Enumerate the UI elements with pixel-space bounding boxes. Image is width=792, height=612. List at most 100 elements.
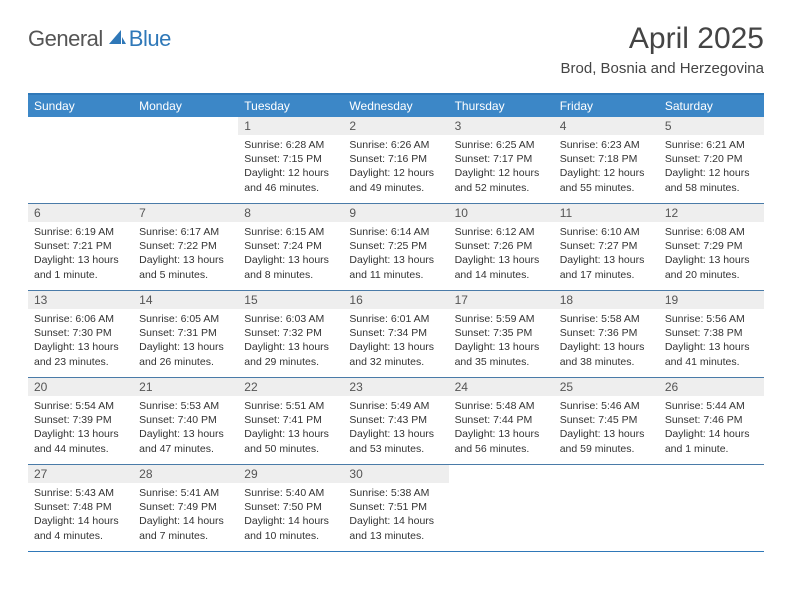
day-details: Sunrise: 6:23 AMSunset: 7:18 PMDaylight:…	[554, 135, 659, 199]
calendar-cell: 18Sunrise: 5:58 AMSunset: 7:36 PMDayligh…	[554, 291, 659, 377]
day-header: Saturday	[659, 95, 764, 117]
day-number: 6	[28, 204, 133, 222]
logo: General Blue	[28, 26, 171, 52]
day-details: Sunrise: 5:43 AMSunset: 7:48 PMDaylight:…	[28, 483, 133, 547]
day-details: Sunrise: 6:26 AMSunset: 7:16 PMDaylight:…	[343, 135, 448, 199]
day-details: Sunrise: 5:54 AMSunset: 7:39 PMDaylight:…	[28, 396, 133, 460]
day-details: Sunrise: 5:56 AMSunset: 7:38 PMDaylight:…	[659, 309, 764, 373]
calendar-cell: 5Sunrise: 6:21 AMSunset: 7:20 PMDaylight…	[659, 117, 764, 203]
calendar-cell: ..	[28, 117, 133, 203]
calendar-cell: 10Sunrise: 6:12 AMSunset: 7:26 PMDayligh…	[449, 204, 554, 290]
calendar-page: General Blue April 2025 Brod, Bosnia and…	[0, 0, 792, 572]
day-details: Sunrise: 5:51 AMSunset: 7:41 PMDaylight:…	[238, 396, 343, 460]
day-number: 18	[554, 291, 659, 309]
day-details: Sunrise: 6:19 AMSunset: 7:21 PMDaylight:…	[28, 222, 133, 286]
day-details: Sunrise: 5:58 AMSunset: 7:36 PMDaylight:…	[554, 309, 659, 373]
day-details: Sunrise: 5:48 AMSunset: 7:44 PMDaylight:…	[449, 396, 554, 460]
day-number: 14	[133, 291, 238, 309]
day-number: 7	[133, 204, 238, 222]
day-details: Sunrise: 6:21 AMSunset: 7:20 PMDaylight:…	[659, 135, 764, 199]
day-details: Sunrise: 6:06 AMSunset: 7:30 PMDaylight:…	[28, 309, 133, 373]
calendar-cell: 30Sunrise: 5:38 AMSunset: 7:51 PMDayligh…	[343, 465, 448, 551]
day-number: 11	[554, 204, 659, 222]
calendar-cell: 1Sunrise: 6:28 AMSunset: 7:15 PMDaylight…	[238, 117, 343, 203]
calendar-cell: ..	[554, 465, 659, 551]
calendar-cell: 26Sunrise: 5:44 AMSunset: 7:46 PMDayligh…	[659, 378, 764, 464]
day-details: Sunrise: 6:10 AMSunset: 7:27 PMDaylight:…	[554, 222, 659, 286]
day-details: Sunrise: 6:12 AMSunset: 7:26 PMDaylight:…	[449, 222, 554, 286]
day-header: Wednesday	[343, 95, 448, 117]
day-header: Tuesday	[238, 95, 343, 117]
day-number: 17	[449, 291, 554, 309]
day-details: Sunrise: 5:40 AMSunset: 7:50 PMDaylight:…	[238, 483, 343, 547]
day-number: 4	[554, 117, 659, 135]
day-number: 22	[238, 378, 343, 396]
logo-text-blue: Blue	[129, 26, 171, 52]
day-header-row: SundayMondayTuesdayWednesdayThursdayFrid…	[28, 95, 764, 117]
calendar-cell: 27Sunrise: 5:43 AMSunset: 7:48 PMDayligh…	[28, 465, 133, 551]
page-header: General Blue April 2025 Brod, Bosnia and…	[28, 22, 764, 77]
day-number: 30	[343, 465, 448, 483]
calendar-cell: 17Sunrise: 5:59 AMSunset: 7:35 PMDayligh…	[449, 291, 554, 377]
day-number: 5	[659, 117, 764, 135]
logo-text-general: General	[28, 26, 103, 52]
calendar-cell: 21Sunrise: 5:53 AMSunset: 7:40 PMDayligh…	[133, 378, 238, 464]
title-block: April 2025 Brod, Bosnia and Herzegovina	[561, 22, 764, 77]
day-header: Sunday	[28, 95, 133, 117]
calendar-cell: ..	[659, 465, 764, 551]
day-number: 20	[28, 378, 133, 396]
week-row: 27Sunrise: 5:43 AMSunset: 7:48 PMDayligh…	[28, 465, 764, 552]
day-details: Sunrise: 6:25 AMSunset: 7:17 PMDaylight:…	[449, 135, 554, 199]
calendar-cell: 11Sunrise: 6:10 AMSunset: 7:27 PMDayligh…	[554, 204, 659, 290]
calendar-cell: 3Sunrise: 6:25 AMSunset: 7:17 PMDaylight…	[449, 117, 554, 203]
day-number: 23	[343, 378, 448, 396]
calendar-cell: 19Sunrise: 5:56 AMSunset: 7:38 PMDayligh…	[659, 291, 764, 377]
calendar-cell: 12Sunrise: 6:08 AMSunset: 7:29 PMDayligh…	[659, 204, 764, 290]
day-details: Sunrise: 6:28 AMSunset: 7:15 PMDaylight:…	[238, 135, 343, 199]
day-details: Sunrise: 6:01 AMSunset: 7:34 PMDaylight:…	[343, 309, 448, 373]
week-row: 6Sunrise: 6:19 AMSunset: 7:21 PMDaylight…	[28, 204, 764, 291]
month-title: April 2025	[561, 22, 764, 56]
day-details: Sunrise: 5:44 AMSunset: 7:46 PMDaylight:…	[659, 396, 764, 460]
day-details: Sunrise: 6:03 AMSunset: 7:32 PMDaylight:…	[238, 309, 343, 373]
day-number: 16	[343, 291, 448, 309]
calendar-cell: 9Sunrise: 6:14 AMSunset: 7:25 PMDaylight…	[343, 204, 448, 290]
calendar-cell: 14Sunrise: 6:05 AMSunset: 7:31 PMDayligh…	[133, 291, 238, 377]
day-details: Sunrise: 5:53 AMSunset: 7:40 PMDaylight:…	[133, 396, 238, 460]
day-header: Thursday	[449, 95, 554, 117]
calendar-cell: 16Sunrise: 6:01 AMSunset: 7:34 PMDayligh…	[343, 291, 448, 377]
calendar-cell: 22Sunrise: 5:51 AMSunset: 7:41 PMDayligh…	[238, 378, 343, 464]
calendar-cell: 20Sunrise: 5:54 AMSunset: 7:39 PMDayligh…	[28, 378, 133, 464]
day-number: 15	[238, 291, 343, 309]
day-number: 28	[133, 465, 238, 483]
day-number: 9	[343, 204, 448, 222]
calendar-grid: SundayMondayTuesdayWednesdayThursdayFrid…	[28, 93, 764, 552]
day-number: 8	[238, 204, 343, 222]
day-number: 26	[659, 378, 764, 396]
day-number: 29	[238, 465, 343, 483]
calendar-cell: 24Sunrise: 5:48 AMSunset: 7:44 PMDayligh…	[449, 378, 554, 464]
day-number: 10	[449, 204, 554, 222]
calendar-cell: 6Sunrise: 6:19 AMSunset: 7:21 PMDaylight…	[28, 204, 133, 290]
day-number: 25	[554, 378, 659, 396]
day-number: 1	[238, 117, 343, 135]
week-row: ....1Sunrise: 6:28 AMSunset: 7:15 PMDayl…	[28, 117, 764, 204]
calendar-cell: 28Sunrise: 5:41 AMSunset: 7:49 PMDayligh…	[133, 465, 238, 551]
day-details: Sunrise: 6:05 AMSunset: 7:31 PMDaylight:…	[133, 309, 238, 373]
week-row: 13Sunrise: 6:06 AMSunset: 7:30 PMDayligh…	[28, 291, 764, 378]
day-details: Sunrise: 6:15 AMSunset: 7:24 PMDaylight:…	[238, 222, 343, 286]
day-details: Sunrise: 6:08 AMSunset: 7:29 PMDaylight:…	[659, 222, 764, 286]
calendar-cell: 25Sunrise: 5:46 AMSunset: 7:45 PMDayligh…	[554, 378, 659, 464]
day-number: 19	[659, 291, 764, 309]
day-number: 21	[133, 378, 238, 396]
day-details: Sunrise: 5:38 AMSunset: 7:51 PMDaylight:…	[343, 483, 448, 547]
calendar-cell: 2Sunrise: 6:26 AMSunset: 7:16 PMDaylight…	[343, 117, 448, 203]
day-number: 24	[449, 378, 554, 396]
weeks-container: ....1Sunrise: 6:28 AMSunset: 7:15 PMDayl…	[28, 117, 764, 552]
day-header: Friday	[554, 95, 659, 117]
calendar-cell: 4Sunrise: 6:23 AMSunset: 7:18 PMDaylight…	[554, 117, 659, 203]
calendar-cell: ..	[133, 117, 238, 203]
week-row: 20Sunrise: 5:54 AMSunset: 7:39 PMDayligh…	[28, 378, 764, 465]
day-number: 3	[449, 117, 554, 135]
day-number: 12	[659, 204, 764, 222]
